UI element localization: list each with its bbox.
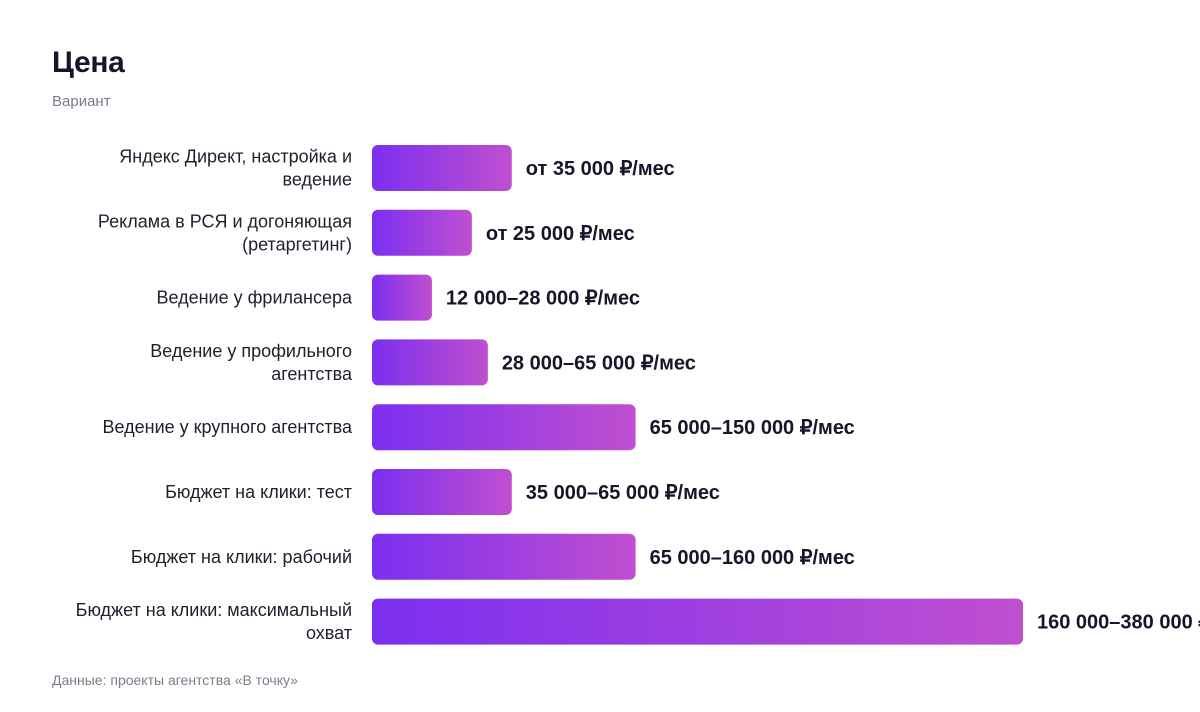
bar-7 (372, 598, 1023, 645)
category-label: Яндекс Директ, настройка и (119, 147, 352, 167)
chart-subtitle: Вариант (52, 93, 111, 110)
category-label: Бюджет на клики: максимальный (76, 600, 352, 620)
bar-value-label: от 35 000 ₽/мес (526, 158, 675, 180)
bar-value-label: 35 000–65 000 ₽/мес (526, 482, 720, 504)
category-label: Ведение у фрилансера (156, 288, 352, 308)
chart-source-note: Данные: проекты агентства «В точку» (52, 672, 298, 688)
category-label: ведение (283, 170, 353, 190)
bar-4 (372, 404, 636, 451)
category-label: (ретаргетинг) (242, 234, 352, 254)
bar-3 (372, 339, 488, 386)
category-label: охват (306, 623, 352, 643)
bars-layer: от 35 000 ₽/мес Яндекс Директ, настройка … (76, 145, 1200, 645)
category-label: агентства (271, 364, 353, 384)
bar-5 (372, 469, 512, 515)
category-label: Ведение у крупного агентства (103, 417, 353, 437)
bar-6 (372, 533, 636, 580)
bar-value-label: 65 000–150 000 ₽/мес (650, 417, 855, 439)
bar-value-label: от 25 000 ₽/мес (486, 223, 635, 245)
category-label: Реклама в РСЯ и догоняющая (98, 211, 352, 231)
category-label: Ведение у профильного (150, 341, 352, 361)
bar-value-label: 28 000–65 000 ₽/мес (502, 352, 696, 374)
bar-value-label: 65 000–160 000 ₽/мес (650, 547, 855, 569)
category-label: Бюджет на клики: тест (165, 482, 352, 502)
bar-0 (372, 145, 512, 191)
bar-value-label: 12 000–28 000 ₽/мес (446, 288, 640, 310)
category-label: Бюджет на клики: рабочий (131, 547, 352, 567)
bar-1 (372, 209, 472, 256)
bar-2 (372, 274, 432, 321)
chart-title: Цена (52, 46, 125, 79)
bar-value-label: 160 000–380 000 ₽/мес (1037, 612, 1200, 634)
